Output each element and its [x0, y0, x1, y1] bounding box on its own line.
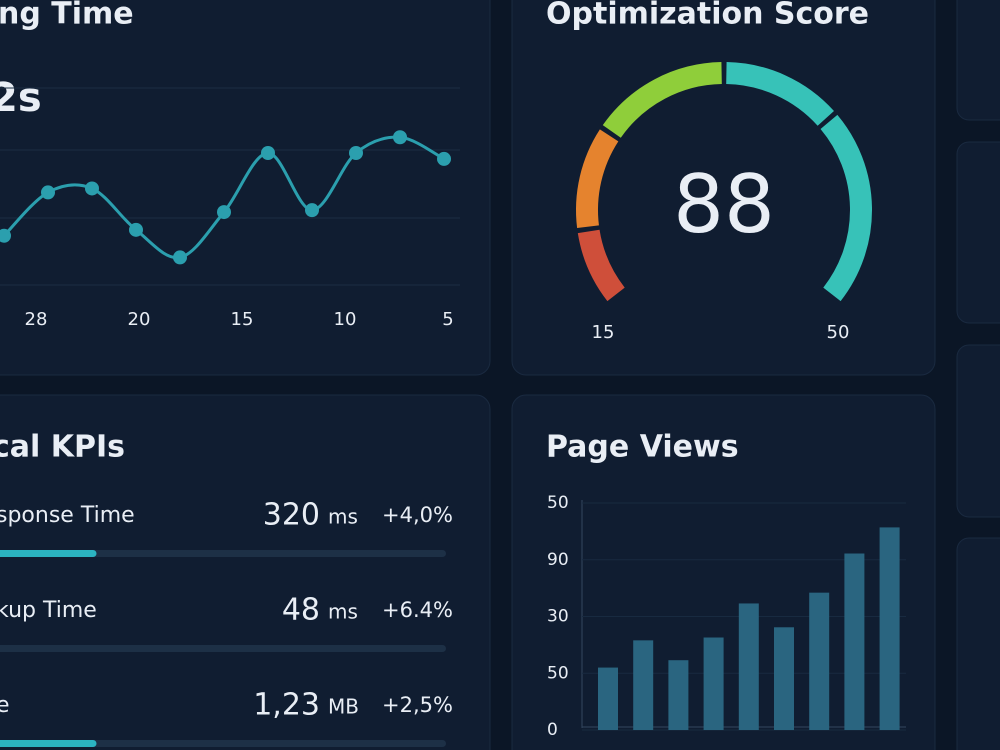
point	[437, 151, 451, 166]
kpi-unit: MB	[328, 695, 359, 719]
point	[0, 228, 11, 243]
loading-card	[0, 0, 491, 376]
bar	[774, 627, 794, 730]
bar	[879, 527, 900, 730]
gauge-segment	[725, 62, 834, 126]
y-tick-label: 50	[547, 493, 569, 513]
card-title: Page Views	[546, 430, 739, 465]
kpi-unit: ms	[328, 505, 358, 529]
y-tick-label: 0	[547, 720, 558, 740]
progress-track	[0, 740, 446, 747]
page-views-card	[511, 394, 936, 750]
y-tick-label: 30	[547, 607, 569, 627]
progress-track	[0, 645, 446, 652]
progress-track	[0, 550, 446, 557]
x-tick-label: 28	[25, 309, 48, 330]
point	[349, 146, 363, 161]
gauge-segment	[602, 62, 723, 138]
kpi-value: 1,23	[253, 688, 320, 723]
metric-value: 2s	[0, 75, 42, 121]
point	[393, 130, 407, 145]
point	[41, 185, 55, 200]
gauge-segment	[576, 129, 619, 229]
point	[85, 181, 99, 196]
side-card	[956, 537, 1000, 750]
point	[305, 203, 319, 218]
point	[173, 250, 187, 265]
x-tick-label: 10	[334, 309, 357, 330]
bar	[809, 592, 830, 730]
kpi-label: sponse Time	[0, 503, 135, 528]
bar	[738, 603, 759, 730]
gauge-segment	[820, 114, 872, 302]
bar	[703, 637, 724, 730]
progress-fill	[0, 550, 97, 557]
kpi-value: 48	[282, 593, 320, 628]
kpi-unit: ms	[328, 600, 358, 624]
y-tick-label: 50	[547, 663, 569, 683]
bar	[633, 640, 654, 730]
card-title: ng Time	[0, 0, 134, 32]
x-tick-label: 15	[231, 309, 254, 330]
point	[217, 205, 231, 220]
card-title: Optimization Score	[546, 0, 869, 32]
x-tick-label: 20	[128, 309, 151, 330]
gauge-min-label: 15	[592, 322, 615, 343]
score: 88	[673, 158, 775, 251]
gauge	[576, 62, 872, 302]
side-card	[956, 141, 1000, 324]
point	[261, 146, 275, 161]
kpi-label: e	[0, 693, 10, 718]
x-tick-label: 5	[442, 309, 453, 330]
bar	[598, 667, 618, 730]
point	[129, 222, 143, 237]
card-title: cal KPIs	[0, 430, 125, 465]
bar	[844, 553, 865, 730]
kpi-change: +2,5%	[382, 693, 453, 717]
side-card	[956, 0, 1000, 121]
side-card	[956, 344, 1000, 518]
progress-fill	[0, 740, 97, 747]
bar	[668, 660, 689, 730]
kpi-value: 320	[263, 498, 320, 533]
y-tick-label: 90	[547, 550, 569, 570]
gauge-max-label: 50	[827, 322, 850, 343]
gauge-segment	[577, 229, 625, 302]
kpi-change: +6.4%	[382, 598, 453, 622]
kpi-label: kup Time	[0, 598, 97, 623]
kpi-change: +4,0%	[382, 503, 453, 527]
kpi-card	[0, 394, 491, 750]
